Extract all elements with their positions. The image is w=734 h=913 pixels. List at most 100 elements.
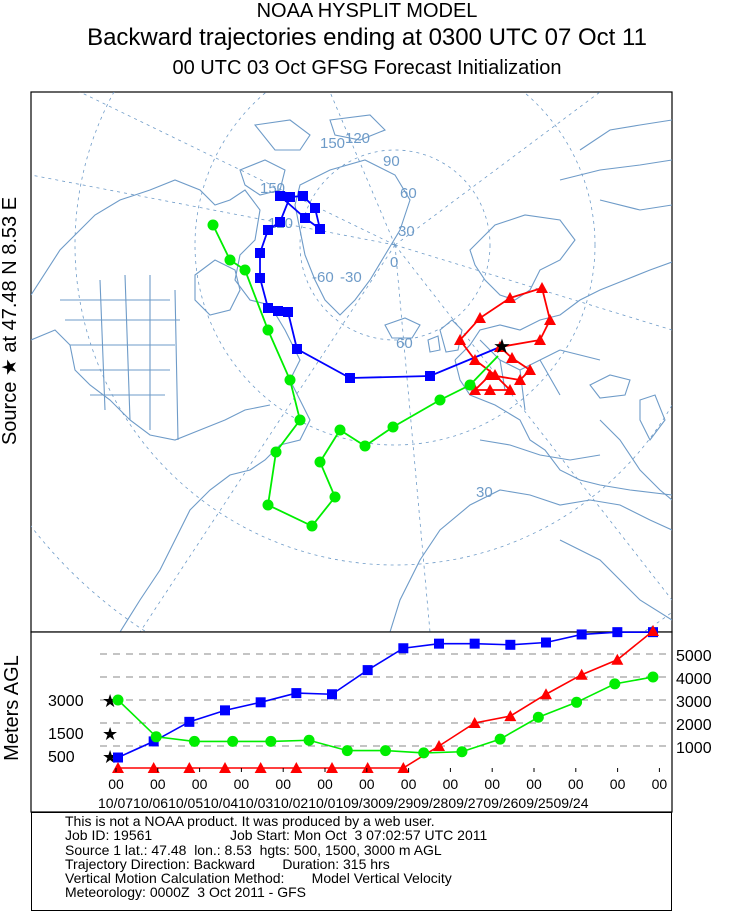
right-tick-label: 1000 <box>676 740 712 757</box>
square-marker <box>310 203 320 213</box>
x-tick-hour: 00 <box>275 776 291 792</box>
circle-marker <box>418 747 430 759</box>
square-marker <box>345 373 355 383</box>
circle-marker <box>224 254 236 266</box>
x-tick-hour: 00 <box>150 776 166 792</box>
circle-marker <box>456 746 468 758</box>
left-tick-labels: 3000 ★1500 ★500 ★ <box>48 691 118 767</box>
circle-marker <box>380 745 391 757</box>
square-marker <box>292 344 302 354</box>
right-tick-label: 2000 <box>676 717 712 734</box>
triangle-marker <box>326 762 338 773</box>
x-tick-hour: 00 <box>359 776 375 792</box>
square-marker <box>184 716 195 727</box>
triangle-marker <box>484 369 496 380</box>
map-trajectories <box>207 191 556 532</box>
square-marker <box>315 224 325 234</box>
x-tick-hour: 00 <box>234 776 250 792</box>
square-marker <box>576 629 587 640</box>
circle-marker <box>207 219 219 231</box>
circle-marker <box>329 491 341 503</box>
x-tick-hour: 00 <box>526 776 542 792</box>
profile-series-line <box>117 631 653 759</box>
triangle-marker <box>112 762 124 773</box>
circle-marker <box>284 374 296 386</box>
info-line: Meteorology: 0000Z 3 Oct 2011 - GFS <box>65 884 306 901</box>
x-tick-labels: 00 00 00 00 00 00 00 00 00 00 00 00 00 00 10/0710/0610… <box>98 768 667 811</box>
square-marker <box>298 191 308 201</box>
triangle-marker <box>536 282 548 293</box>
circle-marker <box>464 379 476 391</box>
circle-marker <box>359 440 371 452</box>
right-tick-label: 4000 <box>676 671 712 688</box>
left-tick-label: 3000 <box>48 693 84 710</box>
triangle-marker <box>454 334 466 345</box>
circle-marker <box>314 456 326 468</box>
x-tick-hour: 00 <box>443 776 459 792</box>
triangle-marker <box>504 384 516 395</box>
circle-marker <box>262 499 274 511</box>
triangle-marker <box>575 668 588 680</box>
lon-label: -30 <box>340 269 362 286</box>
x-tick-hour: 00 <box>192 776 208 792</box>
square-marker <box>285 192 295 202</box>
profile-series-line <box>118 630 654 769</box>
right-tick-labels: 5000 4000 3000 2000 1000 <box>676 648 712 757</box>
circle-marker <box>239 264 251 276</box>
circle-marker <box>609 678 621 690</box>
circle-marker <box>270 446 282 458</box>
square-marker <box>283 307 293 317</box>
lat-label: 60 <box>396 335 413 352</box>
x-tick-hour: 00 <box>652 776 668 792</box>
triangle-marker <box>504 292 516 303</box>
square-marker <box>273 306 283 316</box>
square-marker <box>113 752 123 763</box>
x-tick-hour: 00 <box>401 776 417 792</box>
map-frame <box>30 91 673 633</box>
circle-marker <box>262 324 274 336</box>
triangle-marker <box>494 341 506 352</box>
square-marker <box>263 225 273 235</box>
info-panel: This is not a NOAA product. It was produ… <box>31 812 672 911</box>
source-height-star-icon: ★ <box>102 691 118 711</box>
triangle-marker <box>147 762 160 773</box>
map-geography: 150 120 90 60 30 0 -30 150 120 -60 60 30… <box>31 92 672 632</box>
circle-marker <box>494 733 506 745</box>
coastlines <box>31 114 672 632</box>
triangle-marker <box>504 710 517 722</box>
square-marker <box>263 303 273 313</box>
triangle-marker <box>254 762 267 773</box>
triangle-marker <box>468 717 481 728</box>
triangle-marker <box>540 688 552 700</box>
circle-marker <box>150 731 162 743</box>
left-tick-label: 500 <box>48 749 75 766</box>
triangle-marker <box>290 762 303 773</box>
triangle-marker <box>484 384 496 395</box>
title-line-3: 00 UTC 03 Oct GFSG Forecast Initializati… <box>172 57 562 79</box>
square-marker <box>505 639 516 650</box>
triangle-marker <box>433 740 445 751</box>
info-line: Source 1 lat.: 47.48 lon.: 8.53 hgts: 50… <box>65 841 442 858</box>
square-marker <box>327 689 337 700</box>
square-marker <box>434 638 444 649</box>
graticule <box>31 92 672 632</box>
circle-marker <box>434 394 446 406</box>
circle-marker <box>647 671 659 683</box>
info-line: Trajectory Direction: Backward Duration:… <box>65 855 390 872</box>
circle-marker <box>532 711 544 723</box>
lat-label: 30 <box>476 484 493 501</box>
title-line-2: Backward trajectories ending at 0300 UTC… <box>87 24 647 51</box>
circle-marker <box>303 734 315 746</box>
square-marker <box>425 371 435 381</box>
lon-label: 120 <box>345 130 370 147</box>
right-tick-label: 5000 <box>676 648 712 665</box>
lon-label: 0 <box>390 254 398 271</box>
circle-marker <box>294 414 306 426</box>
lon-label: 150 <box>320 135 345 152</box>
lon-label: -60 <box>312 269 334 286</box>
triangle-marker <box>397 762 410 773</box>
square-marker <box>275 217 285 227</box>
circle-marker <box>387 421 399 433</box>
x-tick-hour: 00 <box>484 776 500 792</box>
square-marker <box>220 705 230 716</box>
